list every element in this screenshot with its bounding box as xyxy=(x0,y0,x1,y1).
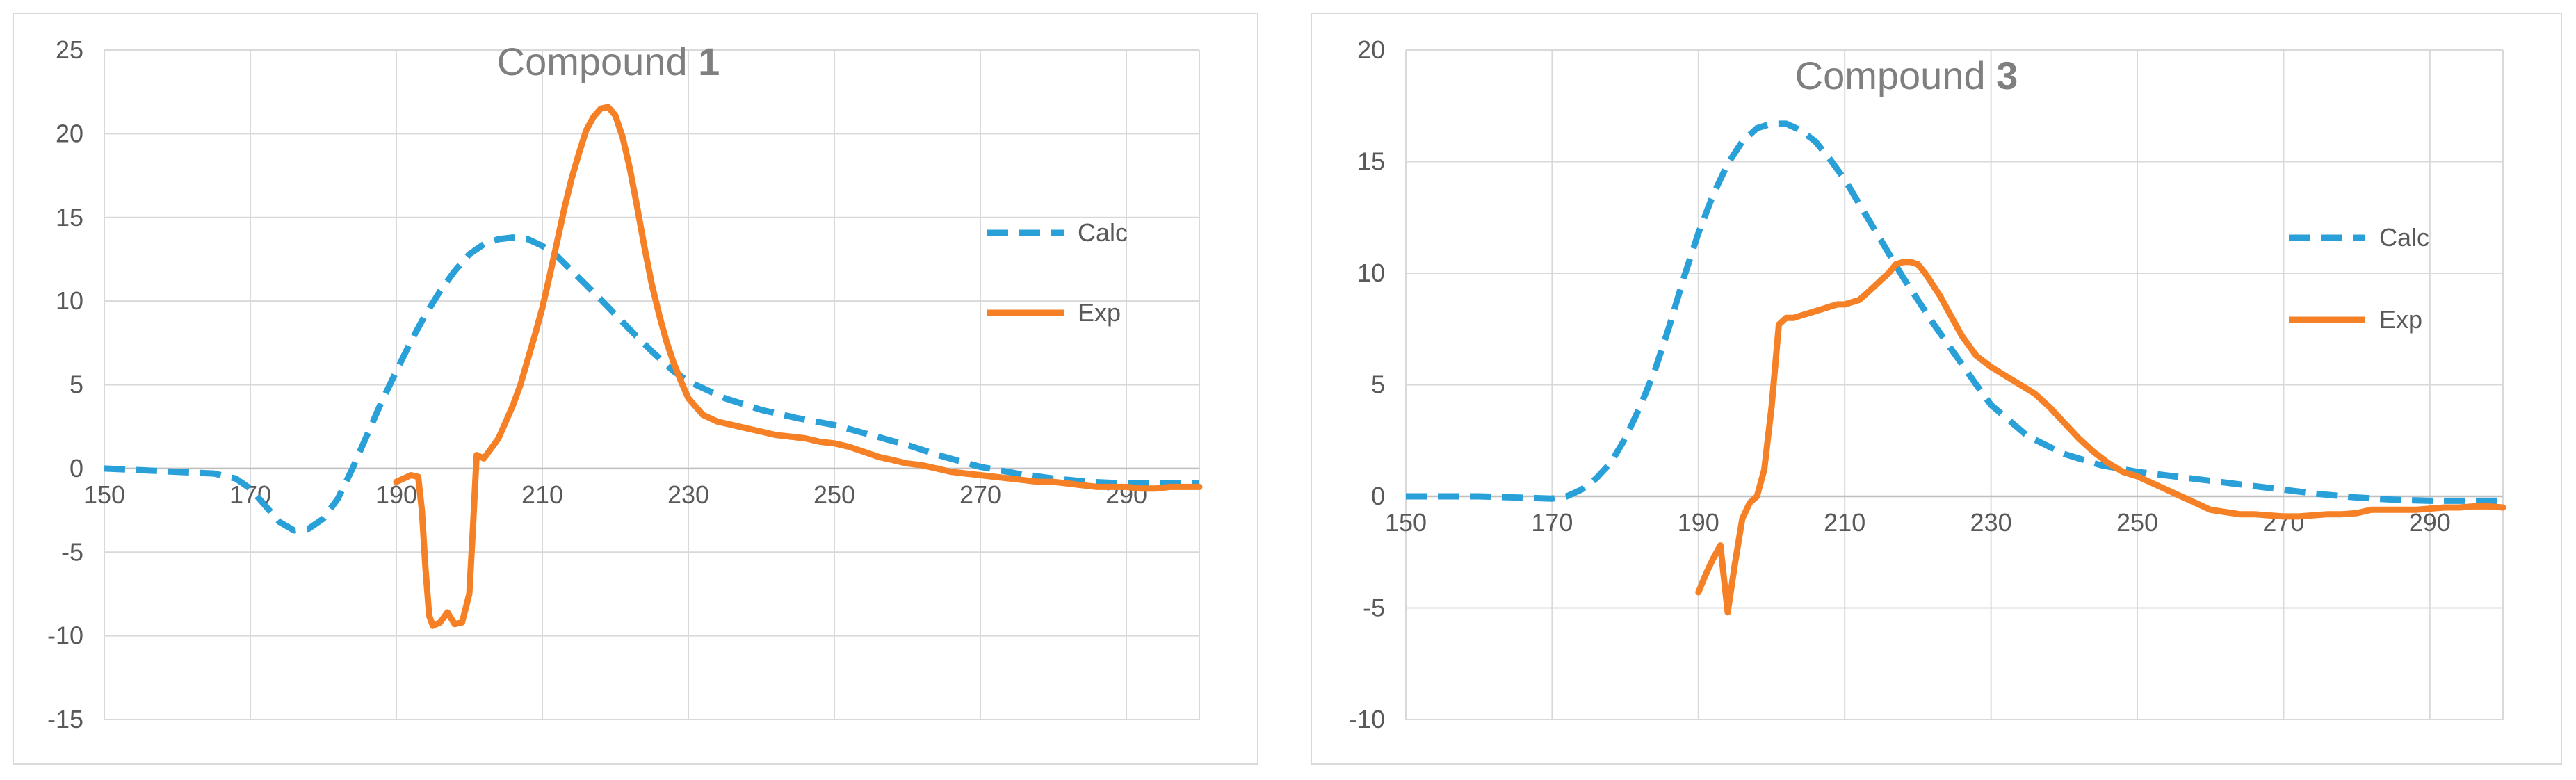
x-tick-label: 230 xyxy=(667,480,709,509)
y-tick-label: 0 xyxy=(1371,482,1385,510)
y-tick-label: 0 xyxy=(70,454,83,482)
series-line-calc xyxy=(1406,120,2503,504)
y-tick-label: 15 xyxy=(56,203,83,231)
x-tick-label: 250 xyxy=(813,480,855,509)
y-tick-label: 20 xyxy=(56,119,83,147)
chart-title: Compound 1 xyxy=(497,40,720,83)
x-tick-label: 190 xyxy=(1678,508,1719,537)
x-tick-label: 250 xyxy=(2116,508,2158,537)
series-line-calc xyxy=(104,234,1199,534)
chart-title: Compound 3 xyxy=(1795,54,2018,97)
legend: Calc Exp xyxy=(987,218,1128,327)
y-tick-label: 5 xyxy=(1371,371,1385,399)
series-line-exp xyxy=(393,104,1203,629)
y-tick-label: -5 xyxy=(61,537,83,566)
y-tick-label: 15 xyxy=(1357,147,1385,176)
gridlines xyxy=(104,49,1200,720)
y-tick-label: 10 xyxy=(1357,259,1385,287)
chart-title-text: Compound xyxy=(497,40,699,83)
x-tick-label: 270 xyxy=(959,480,1001,509)
x-tick-label: 290 xyxy=(2409,508,2451,537)
legend-label-calc: Calc xyxy=(1078,218,1128,247)
x-tick-label: 150 xyxy=(1385,508,1427,537)
y-tick-label: 5 xyxy=(70,371,83,399)
y-tick-label: -15 xyxy=(47,705,83,733)
chart-title-text: Compound xyxy=(1795,54,1997,97)
y-tick-label: 25 xyxy=(56,35,83,64)
y-tick-label: -10 xyxy=(47,621,83,650)
y-tick-label: 20 xyxy=(1357,35,1385,64)
legend-label-exp: Exp xyxy=(1078,298,1121,327)
x-tick-label: 170 xyxy=(1531,508,1573,537)
chart-panel-compound-1: -15 -10 -5 0 5 10 15 20 25 150 170 190 210 230 250 270 2… xyxy=(13,13,1258,765)
x-tick-label: 150 xyxy=(83,480,125,509)
y-tick-label: 10 xyxy=(56,286,83,315)
gridlines xyxy=(1405,49,2504,720)
legend: Calc Exp xyxy=(2289,223,2429,334)
chart-title-number: 3 xyxy=(1996,54,2018,97)
x-tick-label: 210 xyxy=(1824,508,1865,537)
y-tick-label: -5 xyxy=(1363,594,1385,622)
y-tick-label: -10 xyxy=(1349,705,1385,733)
x-tick-label: 230 xyxy=(1970,508,2012,537)
x-tick-label: 190 xyxy=(375,480,417,509)
series-line-exp xyxy=(1695,259,2506,616)
x-tick-label: 210 xyxy=(521,480,563,509)
legend-label-exp: Exp xyxy=(2379,305,2422,334)
chart-title-number: 1 xyxy=(698,40,720,83)
chart-panel-compound-3: -10 -5 0 5 10 15 20 150 170 190 210 230 250 270 290 Com… xyxy=(1311,13,2562,765)
legend-label-calc: Calc xyxy=(2379,223,2429,252)
